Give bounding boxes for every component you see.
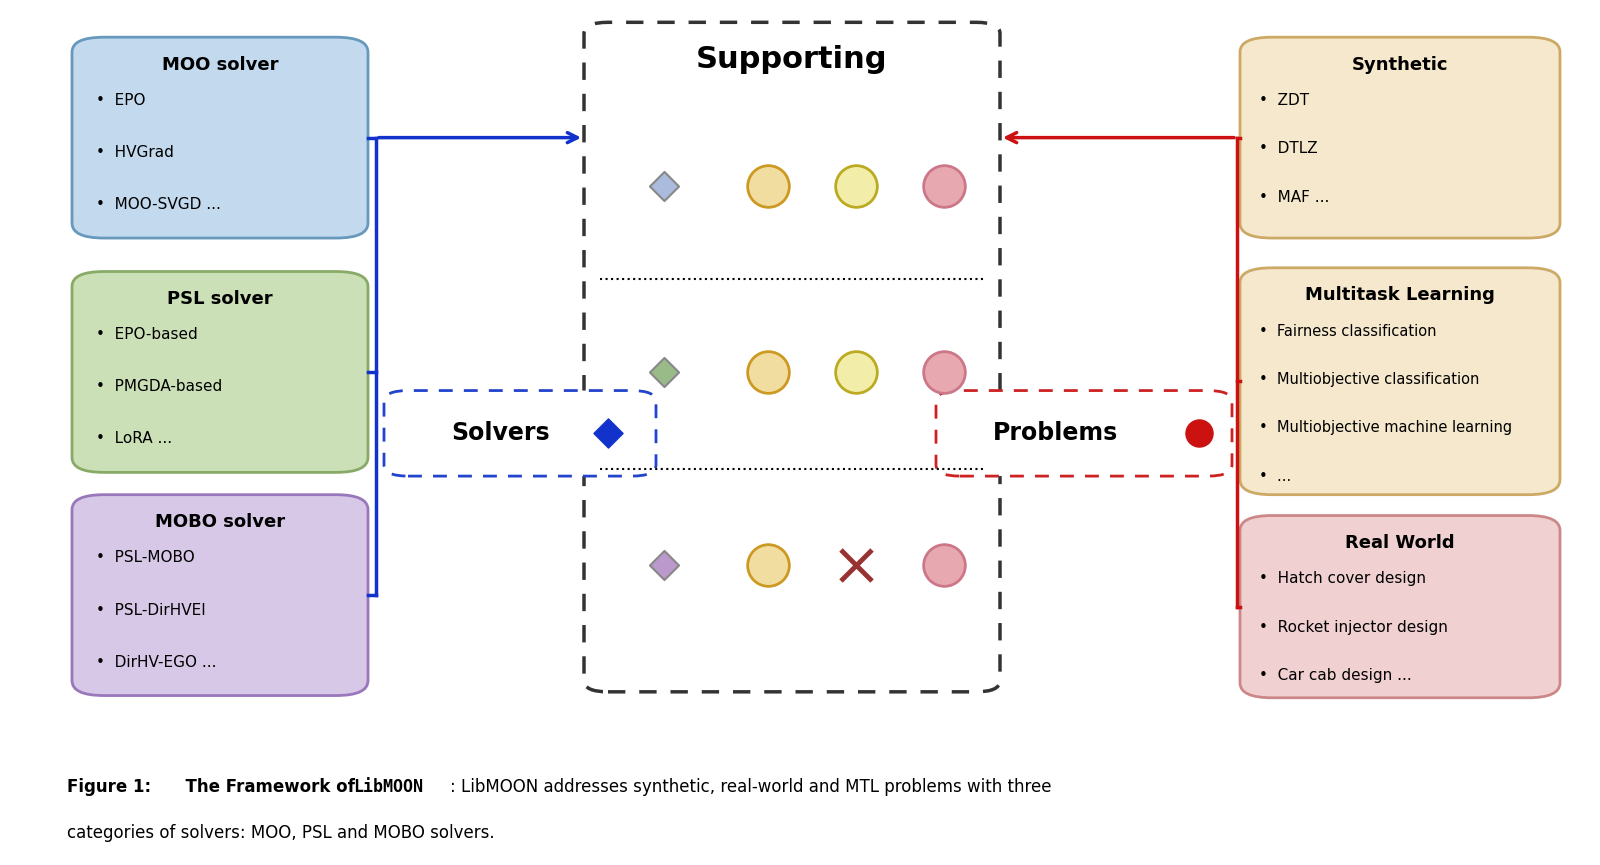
Text: •  DirHV-EGO ...: • DirHV-EGO ... xyxy=(96,655,216,670)
FancyBboxPatch shape xyxy=(72,495,368,695)
Text: Multitask Learning: Multitask Learning xyxy=(1306,286,1494,304)
Text: •  PSL-DirHVEI: • PSL-DirHVEI xyxy=(96,603,206,618)
Point xyxy=(1186,426,1213,440)
Text: •  Hatch cover design: • Hatch cover design xyxy=(1259,571,1426,586)
Text: •  DTLZ: • DTLZ xyxy=(1259,141,1318,157)
Point xyxy=(651,365,677,379)
Point xyxy=(843,365,869,379)
Text: Synthetic: Synthetic xyxy=(1352,55,1448,74)
Text: Supporting: Supporting xyxy=(696,45,888,74)
Text: •  EPO-based: • EPO-based xyxy=(96,327,198,343)
Text: Solvers: Solvers xyxy=(451,421,550,445)
Text: LibMOON: LibMOON xyxy=(354,778,424,796)
Point xyxy=(931,179,957,193)
FancyBboxPatch shape xyxy=(72,37,368,238)
Text: •  PSL-MOBO: • PSL-MOBO xyxy=(96,550,195,566)
Text: •  Car cab design ...: • Car cab design ... xyxy=(1259,668,1411,683)
FancyBboxPatch shape xyxy=(584,22,1000,692)
FancyBboxPatch shape xyxy=(936,391,1232,476)
Text: •  MOO-SVGD ...: • MOO-SVGD ... xyxy=(96,197,221,212)
Point xyxy=(651,179,677,193)
Point xyxy=(755,365,781,379)
Text: •  Multiobjective classification: • Multiobjective classification xyxy=(1259,372,1480,387)
Text: •  HVGrad: • HVGrad xyxy=(96,145,174,160)
Point xyxy=(595,426,621,440)
Point xyxy=(843,179,869,193)
Text: •  EPO: • EPO xyxy=(96,93,146,108)
FancyBboxPatch shape xyxy=(1240,268,1560,495)
Point xyxy=(931,559,957,573)
Point xyxy=(931,365,957,379)
Text: MOO solver: MOO solver xyxy=(162,55,278,74)
Text: PSL solver: PSL solver xyxy=(166,290,274,308)
Text: •  Multiobjective machine learning: • Multiobjective machine learning xyxy=(1259,420,1512,435)
FancyBboxPatch shape xyxy=(1240,37,1560,238)
Point xyxy=(651,559,677,573)
Text: •  ...: • ... xyxy=(1259,469,1291,484)
Text: •  ZDT: • ZDT xyxy=(1259,93,1309,108)
FancyBboxPatch shape xyxy=(384,391,656,476)
Text: MOBO solver: MOBO solver xyxy=(155,513,285,531)
FancyBboxPatch shape xyxy=(1240,516,1560,698)
Text: •  MAF ...: • MAF ... xyxy=(1259,189,1330,205)
Text: Figure 1:: Figure 1: xyxy=(67,778,152,796)
Point xyxy=(755,179,781,193)
Text: •  PMGDA-based: • PMGDA-based xyxy=(96,380,222,394)
Text: •  Rocket injector design: • Rocket injector design xyxy=(1259,619,1448,635)
Point xyxy=(755,559,781,573)
Text: : LibMOON addresses synthetic, real-world and MTL problems with three: : LibMOON addresses synthetic, real-worl… xyxy=(450,778,1051,796)
Text: Problems: Problems xyxy=(992,421,1118,445)
Text: The Framework of: The Framework of xyxy=(174,778,355,796)
Point xyxy=(843,559,869,573)
Text: Real World: Real World xyxy=(1346,534,1454,552)
Text: •  Fairness classification: • Fairness classification xyxy=(1259,324,1437,338)
Text: categories of solvers: MOO, PSL and MOBO solvers.: categories of solvers: MOO, PSL and MOBO… xyxy=(67,823,494,842)
FancyBboxPatch shape xyxy=(72,272,368,472)
Text: •  LoRA ...: • LoRA ... xyxy=(96,432,173,446)
